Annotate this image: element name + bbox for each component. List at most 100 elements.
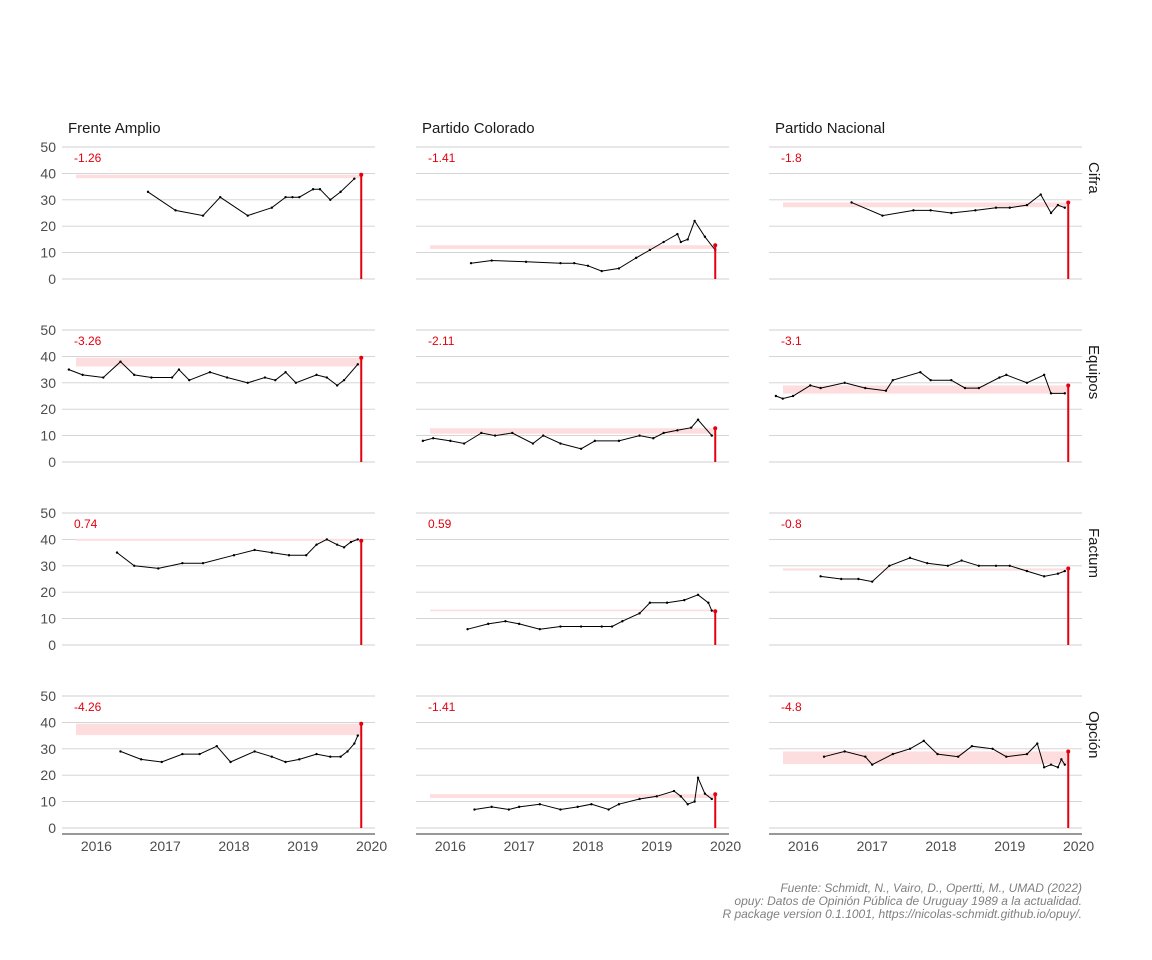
y-tick-label: 30 <box>40 192 56 208</box>
data-point <box>490 805 493 809</box>
data-point <box>617 267 621 270</box>
data-point <box>329 198 332 201</box>
data-point <box>590 803 593 806</box>
data-point <box>1049 392 1053 395</box>
data-point <box>696 593 700 597</box>
data-point <box>686 803 689 806</box>
data-point <box>710 609 714 612</box>
data-point <box>662 240 665 244</box>
y-tick-label: 0 <box>48 820 56 836</box>
data-point <box>201 214 205 217</box>
data-point <box>356 363 360 366</box>
result-point <box>1066 566 1071 571</box>
y-tick-label: 0 <box>48 454 56 470</box>
data-point <box>870 763 874 766</box>
data-point <box>473 808 476 811</box>
data-point <box>884 389 888 392</box>
data-point <box>638 612 641 615</box>
gap-band <box>783 202 1069 208</box>
result-point <box>1066 749 1071 754</box>
data-point <box>929 378 932 382</box>
data-point <box>610 625 614 628</box>
result-point <box>713 243 718 248</box>
data-point <box>922 739 925 743</box>
data-point <box>600 269 603 273</box>
data-point <box>686 238 689 241</box>
data-point <box>542 434 545 437</box>
data-point <box>315 752 318 756</box>
data-point <box>998 376 1001 379</box>
panel-equipos-partido-colorado: -2.11 <box>416 329 729 463</box>
panel-factum-partido-colorado: 0.59 <box>416 512 729 646</box>
data-point <box>181 561 184 565</box>
data-point <box>648 248 652 252</box>
data-point <box>270 755 274 758</box>
data-point <box>950 211 953 215</box>
data-point <box>912 209 915 212</box>
series-line <box>820 557 1065 583</box>
gap-label: -1.41 <box>428 151 456 165</box>
y-tick-label: 10 <box>40 611 56 627</box>
x-tick-label: 2019 <box>994 838 1025 854</box>
panel-equipos-frente-amplio: -3.26 0 10 20 30 40 50 <box>40 322 375 470</box>
panel-cifra-frente-amplio: -1.26 0 10 20 30 40 50 <box>40 139 375 287</box>
data-point <box>857 577 860 581</box>
y-tick-label: 30 <box>40 375 56 391</box>
data-point <box>950 378 953 382</box>
data-point <box>263 376 267 379</box>
data-point <box>67 368 71 371</box>
data-point <box>517 805 521 809</box>
data-point <box>676 232 679 236</box>
data-point <box>573 261 576 265</box>
y-tick-label: 20 <box>40 218 56 234</box>
data-point <box>339 190 342 194</box>
y-tick-label: 20 <box>40 401 56 417</box>
data-point <box>819 386 822 390</box>
data-point <box>679 795 683 798</box>
data-point <box>160 760 163 764</box>
data-point <box>1056 766 1060 769</box>
data-point <box>840 577 843 581</box>
y-tick-label: 30 <box>40 741 56 757</box>
data-point <box>908 556 912 560</box>
data-point <box>936 752 939 756</box>
gap-band <box>783 568 1069 571</box>
y-tick-label: 40 <box>40 714 56 730</box>
data-point <box>963 386 967 390</box>
data-point <box>466 627 469 631</box>
gap-label: -3.1 <box>781 334 802 348</box>
data-point <box>517 622 521 626</box>
gap-label: -1.26 <box>74 151 102 165</box>
data-point <box>655 795 658 798</box>
data-point <box>1025 381 1029 384</box>
data-point <box>908 747 912 750</box>
x-tick-label: 2018 <box>218 838 249 854</box>
y-tick-label: 40 <box>40 348 56 364</box>
data-point <box>1056 572 1060 575</box>
data-point <box>291 195 294 199</box>
caption-line: Fuente: Schmidt, N., Vairo, D., Opertti,… <box>780 881 1082 895</box>
x-tick-label: 2020 <box>710 838 741 854</box>
data-point <box>353 742 356 745</box>
panel-factum-frente-amplio: 0.74 0 10 20 30 40 50 <box>40 505 375 653</box>
data-point <box>115 551 119 554</box>
data-point <box>693 219 696 223</box>
y-tick-label: 40 <box>40 165 56 181</box>
data-point <box>284 371 287 374</box>
gap-label: -4.26 <box>74 700 102 714</box>
y-tick-label: 20 <box>40 584 56 600</box>
data-point <box>1025 569 1029 573</box>
data-point <box>462 442 466 445</box>
panel-opcion-partido-nacional: -4.8 <box>769 695 1082 829</box>
result-point <box>1066 200 1071 205</box>
data-point <box>119 750 122 753</box>
x-tick-label: 2017 <box>150 838 181 854</box>
data-point <box>696 418 700 421</box>
data-point <box>1063 763 1067 766</box>
data-point <box>638 797 641 801</box>
series-line <box>467 594 713 630</box>
data-point <box>219 195 222 199</box>
gap-label: -1.8 <box>781 151 802 165</box>
data-point <box>177 368 181 371</box>
data-point <box>634 256 638 260</box>
